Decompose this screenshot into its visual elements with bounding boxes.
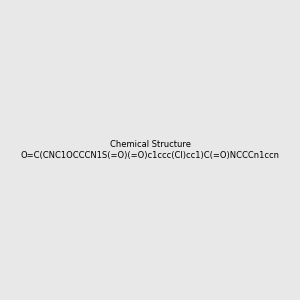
Text: Chemical Structure
O=C(CNC1OCCCN1S(=O)(=O)c1ccc(Cl)cc1)C(=O)NCCCn1ccn: Chemical Structure O=C(CNC1OCCCN1S(=O)(=… bbox=[20, 140, 280, 160]
